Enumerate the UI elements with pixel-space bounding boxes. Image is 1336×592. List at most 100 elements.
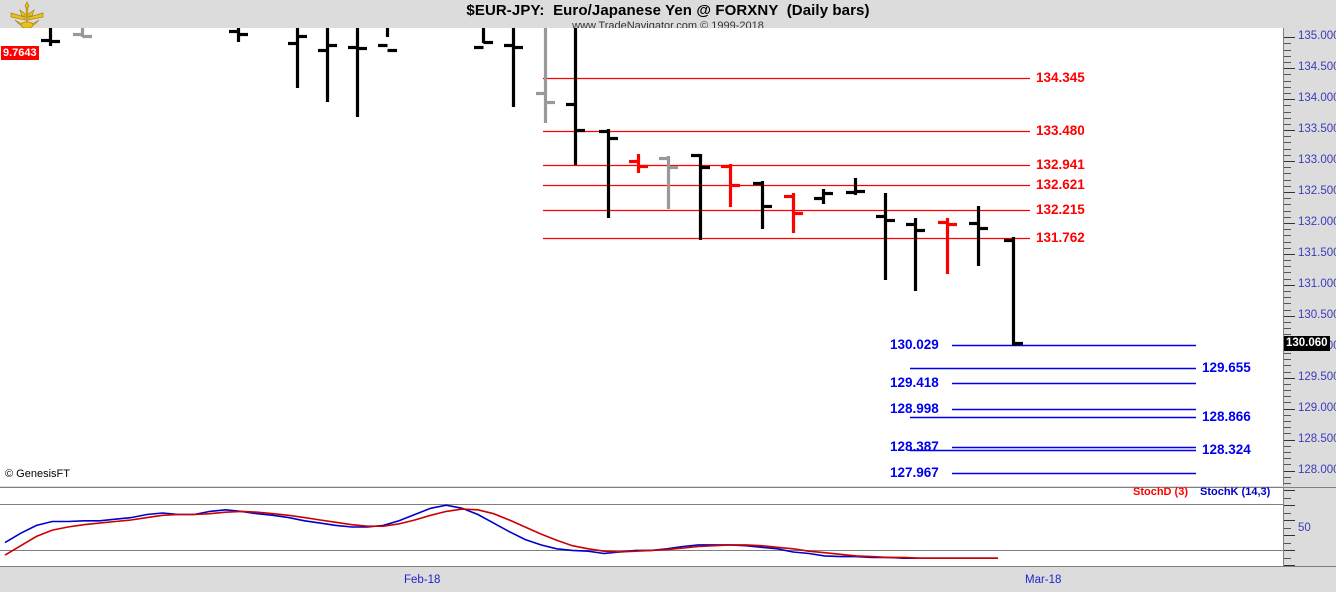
price-axis-minor-tick — [1284, 167, 1291, 168]
price-axis-minor-tick — [1284, 186, 1291, 187]
price-axis-minor-tick — [1284, 415, 1291, 416]
price-axis-minor-tick — [1284, 266, 1291, 267]
stoch-series-line — [4, 504, 998, 559]
price-axis-tick — [1284, 68, 1295, 69]
price-chart-pane[interactable] — [0, 28, 1284, 486]
price-axis-tick — [1284, 440, 1295, 441]
price-axis-minor-tick — [1284, 334, 1291, 335]
price-axis-minor-tick — [1284, 180, 1291, 181]
support-level-label: 128.387 — [890, 438, 939, 454]
price-axis-minor-tick — [1284, 328, 1291, 329]
support-level-label: 130.029 — [890, 336, 939, 352]
price-axis-minor-tick — [1284, 390, 1291, 391]
price-axis-minor-tick — [1284, 477, 1291, 478]
price-axis-minor-tick — [1284, 124, 1291, 125]
price-axis-minor-tick — [1284, 458, 1291, 459]
price-axis-label: 133.500 — [1298, 123, 1336, 135]
ohlc-bar — [566, 28, 585, 165]
resistance-level-label: 131.762 — [1036, 229, 1085, 245]
stochastic-axis: 50 — [1283, 487, 1336, 566]
price-axis-minor-tick — [1284, 229, 1291, 230]
price-axis-label: 132.500 — [1298, 185, 1336, 197]
support-level-label: 128.866 — [1202, 408, 1251, 424]
price-axis-label: 135.000 — [1298, 30, 1336, 42]
resistance-level-label: 132.215 — [1036, 201, 1085, 217]
price-axis-minor-tick — [1284, 56, 1291, 57]
date-label-mar: Mar-18 — [1025, 574, 1062, 586]
price-axis-minor-tick — [1284, 483, 1291, 484]
date-axis[interactable]: Feb-18 Mar-18 — [0, 566, 1336, 592]
price-axis-minor-tick — [1284, 260, 1291, 261]
ohlc-bar — [474, 28, 493, 50]
ohlc-bar — [876, 193, 895, 280]
stoch-d-legend: StochD (3) — [1133, 486, 1188, 498]
price-axis-minor-tick — [1284, 303, 1291, 304]
current-price-badge: 130.060 — [1284, 336, 1330, 352]
ohlc-bar — [721, 164, 740, 207]
resistance-level-label: 133.480 — [1036, 123, 1085, 139]
stochastic-pane[interactable] — [0, 487, 1284, 566]
price-axis-minor-tick — [1284, 62, 1291, 63]
price-axis-minor-tick — [1284, 198, 1291, 199]
price-axis[interactable]: 135.000 134.500 134.000 133.500 133.000 132.5… — [1283, 28, 1336, 486]
price-axis-tick — [1284, 254, 1295, 255]
resistance-level-label: 132.621 — [1036, 176, 1085, 192]
ohlc-bar — [784, 193, 803, 233]
stoch-axis-tick — [1284, 520, 1295, 521]
price-axis-minor-tick — [1284, 142, 1291, 143]
ohlc-bar — [659, 156, 678, 209]
ohlc-bar — [288, 28, 307, 88]
price-axis-minor-tick — [1284, 235, 1291, 236]
price-axis-tick — [1284, 471, 1295, 472]
ohlc-bar — [378, 28, 397, 53]
price-axis-minor-tick — [1284, 211, 1291, 212]
price-axis-minor-tick — [1284, 155, 1291, 156]
stoch-current-value-badge: 9.7643 — [1, 46, 39, 60]
ohlc-bar — [969, 206, 988, 266]
price-axis-minor-tick — [1284, 433, 1291, 434]
ohlc-bar — [906, 218, 925, 291]
stoch-axis-tick — [1284, 543, 1291, 544]
stoch-axis-tick — [1284, 513, 1291, 514]
resistance-level-label: 134.345 — [1036, 69, 1085, 85]
ohlc-bar — [229, 28, 248, 42]
ohlc-bar — [938, 218, 957, 274]
ohlc-bar — [599, 129, 618, 218]
price-axis-tick — [1284, 285, 1295, 286]
ohlc-bar — [348, 28, 367, 117]
ohlc-bar — [504, 28, 523, 107]
support-level-label: 129.418 — [890, 374, 939, 390]
date-label-feb: Feb-18 — [404, 574, 441, 586]
ohlc-bar — [753, 181, 772, 229]
price-axis-minor-tick — [1284, 421, 1291, 422]
stoch-axis-tick — [1284, 558, 1291, 559]
price-axis-minor-tick — [1284, 365, 1291, 366]
price-axis-tick — [1284, 192, 1295, 193]
stoch-series-line — [4, 508, 998, 559]
genesis-emblem-logo — [6, 0, 48, 34]
price-axis-tick — [1284, 99, 1295, 100]
price-axis-tick — [1284, 161, 1295, 162]
price-axis-label: 134.000 — [1298, 92, 1336, 104]
price-axis-minor-tick — [1284, 118, 1291, 119]
price-axis-minor-tick — [1284, 204, 1291, 205]
stoch-axis-tick — [1284, 498, 1291, 499]
genesis-watermark: © GenesisFT — [5, 468, 70, 480]
ohlc-bar — [846, 178, 865, 195]
price-axis-label: 130.500 — [1298, 309, 1336, 321]
price-axis-minor-tick — [1284, 87, 1291, 88]
price-axis-minor-tick — [1284, 50, 1291, 51]
price-axis-minor-tick — [1284, 384, 1291, 385]
price-axis-minor-tick — [1284, 248, 1291, 249]
ohlc-bar — [814, 189, 833, 204]
price-axis-minor-tick — [1284, 105, 1291, 106]
price-axis-tick — [1284, 130, 1295, 131]
stoch-axis-tick — [1284, 565, 1295, 566]
price-axis-minor-tick — [1284, 402, 1291, 403]
ohlc-bar — [41, 28, 60, 46]
ohlc-bar — [536, 28, 555, 123]
price-axis-tick — [1284, 316, 1295, 317]
ohlc-bar — [691, 153, 710, 240]
stoch-axis-tick — [1284, 490, 1295, 491]
